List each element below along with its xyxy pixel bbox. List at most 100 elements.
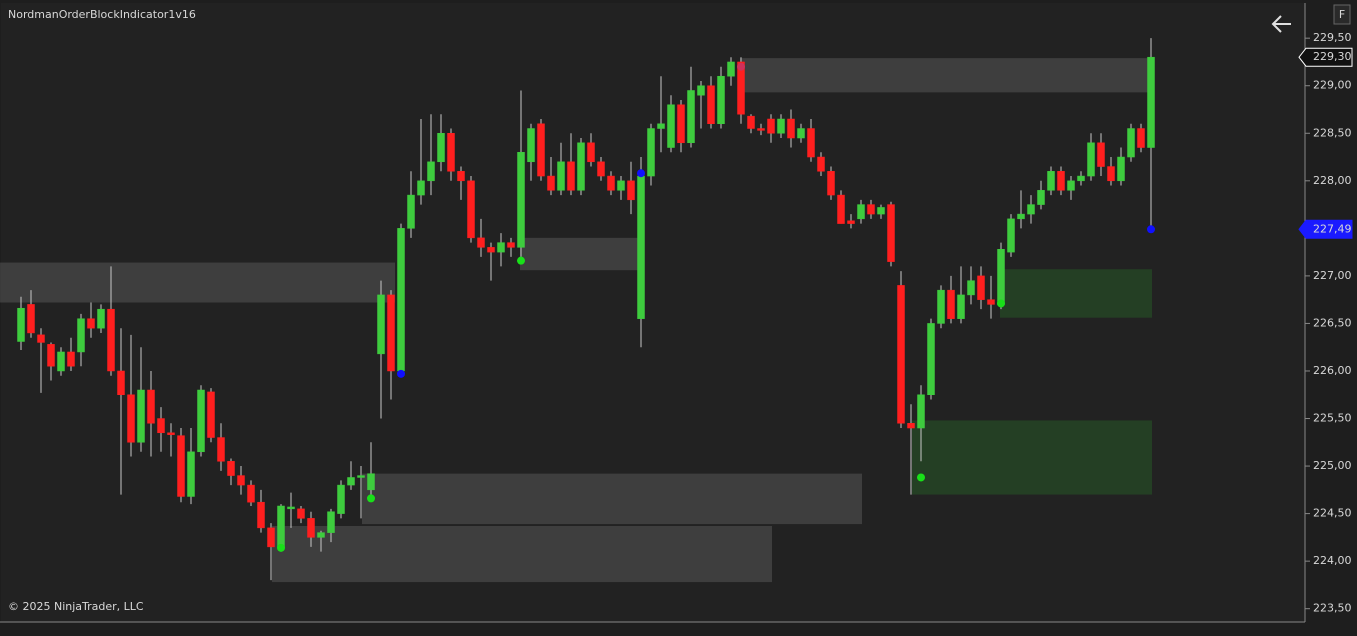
candle-body bbox=[1107, 166, 1115, 182]
candle-body bbox=[267, 527, 275, 548]
signal-dot bbox=[367, 494, 375, 503]
candle-body bbox=[1077, 175, 1085, 182]
candle-body bbox=[967, 280, 975, 296]
candle-body bbox=[897, 285, 905, 424]
order-block bbox=[1000, 269, 1152, 318]
candle-body bbox=[227, 461, 235, 476]
candle-body bbox=[317, 532, 325, 538]
f-button[interactable] bbox=[1333, 4, 1351, 25]
candle-body bbox=[47, 344, 55, 367]
candle-body bbox=[957, 294, 965, 319]
order-block bbox=[0, 262, 395, 303]
y-tick-label: 228,00 bbox=[1313, 174, 1352, 187]
candle-body bbox=[157, 418, 165, 434]
candle-body bbox=[727, 61, 735, 77]
candle-body bbox=[707, 85, 715, 125]
signal-dot bbox=[737, 62, 745, 71]
candle-body bbox=[537, 123, 545, 177]
candle-body bbox=[117, 370, 125, 395]
candle-body bbox=[1017, 213, 1025, 220]
y-tick-label: 228,50 bbox=[1313, 126, 1352, 139]
order-block bbox=[912, 420, 1152, 495]
price-tags: 229,30 227,49 bbox=[1298, 47, 1353, 239]
candle-body bbox=[647, 128, 655, 177]
candle-body bbox=[1097, 142, 1105, 167]
signal-dot bbox=[997, 299, 1005, 308]
candle-body bbox=[477, 237, 485, 248]
candle-body bbox=[197, 389, 205, 453]
candle-body bbox=[27, 304, 35, 334]
order-block bbox=[272, 525, 772, 583]
signal-dot bbox=[277, 543, 285, 552]
markers bbox=[277, 62, 1155, 552]
candle-body bbox=[607, 175, 615, 191]
f-button-label[interactable]: F bbox=[1339, 8, 1345, 21]
candle-body bbox=[757, 128, 765, 131]
candle-body bbox=[357, 475, 365, 478]
candle-body bbox=[637, 175, 645, 319]
candle-body bbox=[437, 133, 445, 163]
candle-body bbox=[467, 180, 475, 239]
candle-body bbox=[977, 275, 985, 300]
candle-body bbox=[177, 435, 185, 497]
candle-body bbox=[277, 505, 285, 548]
candle-body bbox=[377, 294, 385, 355]
candle-body bbox=[237, 475, 245, 486]
chart-title: NordmanOrderBlockIndicator1v16 bbox=[8, 8, 196, 21]
candle-body bbox=[867, 204, 875, 215]
signal-dot bbox=[397, 369, 405, 378]
candle-body bbox=[1047, 171, 1055, 191]
y-tick-label: 229,00 bbox=[1313, 79, 1352, 92]
order-block bbox=[362, 473, 862, 525]
candle-body bbox=[67, 351, 75, 367]
signal-dot bbox=[517, 256, 525, 265]
candle-body bbox=[17, 307, 25, 342]
candle-body bbox=[697, 85, 705, 96]
candle-body bbox=[1067, 180, 1075, 191]
candle-body bbox=[447, 133, 455, 172]
candle-body bbox=[1127, 128, 1135, 158]
candle-body bbox=[687, 90, 695, 144]
candle-body bbox=[367, 473, 375, 491]
back-arrow[interactable] bbox=[1271, 15, 1291, 33]
candle-body bbox=[567, 161, 575, 191]
y-tick-label: 223,50 bbox=[1313, 602, 1352, 615]
candle-body bbox=[287, 506, 295, 510]
candle-body bbox=[337, 484, 345, 514]
candle-body bbox=[387, 294, 395, 372]
candle-body bbox=[587, 142, 595, 163]
order-block bbox=[740, 58, 1150, 93]
candle-body bbox=[827, 171, 835, 196]
candle-body bbox=[877, 207, 885, 215]
candle-body bbox=[327, 511, 335, 533]
y-tick-label: 224,50 bbox=[1313, 507, 1352, 520]
candle-body bbox=[717, 75, 725, 125]
candle-body bbox=[397, 228, 405, 372]
candle-body bbox=[1117, 156, 1125, 182]
candle-body bbox=[1137, 128, 1145, 148]
candle-body bbox=[127, 394, 135, 443]
candle-body bbox=[57, 351, 65, 372]
candle-body bbox=[657, 123, 665, 129]
candle-body bbox=[917, 394, 925, 429]
candle-body bbox=[677, 104, 685, 144]
y-tick-label: 226,50 bbox=[1313, 316, 1352, 329]
candle-body bbox=[817, 156, 825, 172]
y-tick-label: 225,50 bbox=[1313, 412, 1352, 425]
y-tick-label: 224,00 bbox=[1313, 554, 1352, 567]
candle-body bbox=[1007, 218, 1015, 253]
candle-body bbox=[347, 477, 355, 486]
candle-body bbox=[147, 389, 155, 424]
copyright: © 2025 NinjaTrader, LLC bbox=[8, 600, 144, 613]
candle-body bbox=[427, 161, 435, 182]
candle-body bbox=[857, 204, 865, 220]
candle-body bbox=[617, 180, 625, 191]
candle-body bbox=[907, 423, 915, 429]
candle-body bbox=[927, 323, 935, 395]
back-arrow-head[interactable] bbox=[1271, 15, 1282, 33]
price-tag-label: 229,30 bbox=[1313, 50, 1352, 63]
candle-body bbox=[497, 242, 505, 253]
candle-body bbox=[577, 142, 585, 191]
candle-body bbox=[77, 318, 85, 353]
